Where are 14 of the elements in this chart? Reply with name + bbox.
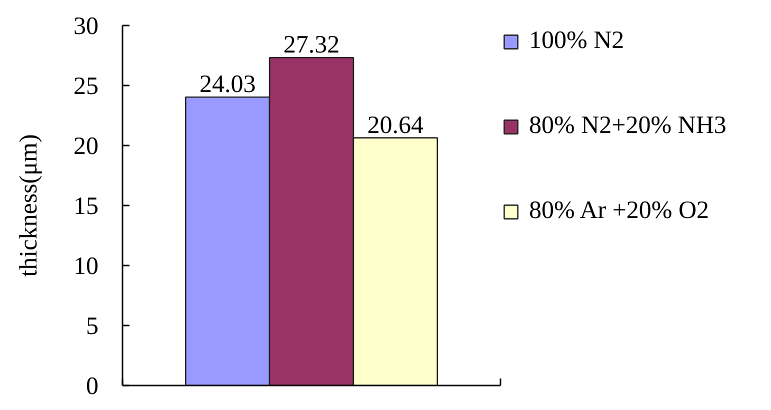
y-axis-title: thickness(μm)	[16, 134, 42, 277]
y-tick-label: 5	[86, 313, 98, 340]
legend-label: 100% N2	[529, 27, 624, 55]
data-label: 24.03	[199, 71, 256, 98]
legend-label: 80% Ar +20% O2	[529, 197, 710, 225]
data-label: 20.64	[367, 112, 424, 139]
y-tick-label: 20	[74, 133, 98, 160]
y-tick-label: 10	[74, 253, 98, 280]
legend-label: 80% N2+20% NH3	[529, 112, 726, 140]
y-tick-label: 0	[86, 373, 98, 400]
data-label: 27.32	[283, 32, 340, 59]
y-tick-label: 30	[74, 13, 98, 40]
y-tick-label: 25	[74, 73, 98, 100]
y-tick-label: 15	[74, 193, 98, 220]
